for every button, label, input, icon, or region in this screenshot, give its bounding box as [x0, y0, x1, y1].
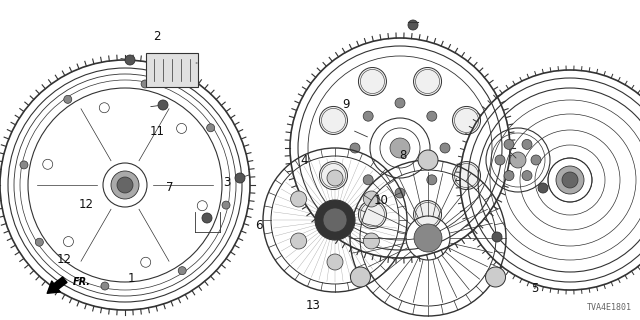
- Circle shape: [562, 172, 578, 188]
- Text: 4: 4: [300, 154, 308, 166]
- Circle shape: [319, 107, 348, 134]
- Circle shape: [556, 166, 584, 194]
- Circle shape: [363, 111, 373, 121]
- Circle shape: [413, 68, 442, 95]
- Circle shape: [358, 68, 387, 95]
- Circle shape: [141, 80, 149, 88]
- Circle shape: [20, 161, 28, 169]
- Text: 12: 12: [56, 253, 72, 266]
- Circle shape: [427, 111, 437, 121]
- Text: 11: 11: [149, 125, 164, 138]
- Circle shape: [395, 98, 405, 108]
- Circle shape: [222, 201, 230, 209]
- Text: TVA4E1801: TVA4E1801: [587, 303, 632, 312]
- Circle shape: [235, 173, 245, 183]
- Circle shape: [414, 224, 442, 252]
- Circle shape: [427, 175, 437, 185]
- Text: 8: 8: [399, 149, 407, 162]
- Circle shape: [327, 254, 343, 270]
- Circle shape: [510, 152, 526, 168]
- Text: 13: 13: [306, 299, 321, 312]
- Circle shape: [101, 282, 109, 290]
- Circle shape: [111, 171, 139, 199]
- Circle shape: [202, 213, 212, 223]
- Text: 7: 7: [166, 181, 173, 194]
- Circle shape: [522, 171, 532, 180]
- Circle shape: [495, 155, 505, 165]
- Circle shape: [522, 140, 532, 149]
- Text: 6: 6: [255, 219, 263, 232]
- FancyArrowPatch shape: [47, 277, 67, 293]
- Circle shape: [452, 162, 481, 189]
- Circle shape: [363, 175, 373, 185]
- Circle shape: [538, 183, 548, 193]
- Circle shape: [323, 208, 347, 232]
- Circle shape: [413, 201, 442, 228]
- Circle shape: [364, 191, 380, 207]
- Text: 3: 3: [223, 176, 231, 189]
- Circle shape: [486, 267, 506, 287]
- Circle shape: [395, 188, 405, 198]
- Circle shape: [207, 124, 214, 132]
- Circle shape: [350, 143, 360, 153]
- Circle shape: [291, 191, 307, 207]
- Text: 1: 1: [127, 272, 135, 285]
- Circle shape: [390, 138, 410, 158]
- Circle shape: [504, 140, 514, 149]
- Circle shape: [492, 232, 502, 242]
- Circle shape: [531, 155, 541, 165]
- Circle shape: [504, 171, 514, 180]
- Text: FR.: FR.: [73, 277, 91, 287]
- Circle shape: [327, 170, 343, 186]
- Circle shape: [440, 143, 450, 153]
- Circle shape: [125, 55, 135, 65]
- Circle shape: [319, 162, 348, 189]
- Text: 2: 2: [153, 30, 161, 43]
- Circle shape: [178, 267, 186, 275]
- Circle shape: [158, 100, 168, 110]
- Text: 12: 12: [79, 198, 94, 211]
- Circle shape: [117, 177, 133, 193]
- Text: 9: 9: [342, 98, 349, 110]
- Circle shape: [315, 200, 355, 240]
- FancyBboxPatch shape: [146, 53, 198, 87]
- Text: 5: 5: [531, 282, 538, 294]
- Circle shape: [408, 20, 418, 30]
- Circle shape: [452, 107, 481, 134]
- Text: 10: 10: [373, 194, 388, 206]
- Circle shape: [364, 233, 380, 249]
- Circle shape: [64, 95, 72, 103]
- Circle shape: [291, 233, 307, 249]
- Circle shape: [358, 201, 387, 228]
- Circle shape: [35, 238, 44, 246]
- Circle shape: [418, 150, 438, 170]
- Circle shape: [351, 267, 371, 287]
